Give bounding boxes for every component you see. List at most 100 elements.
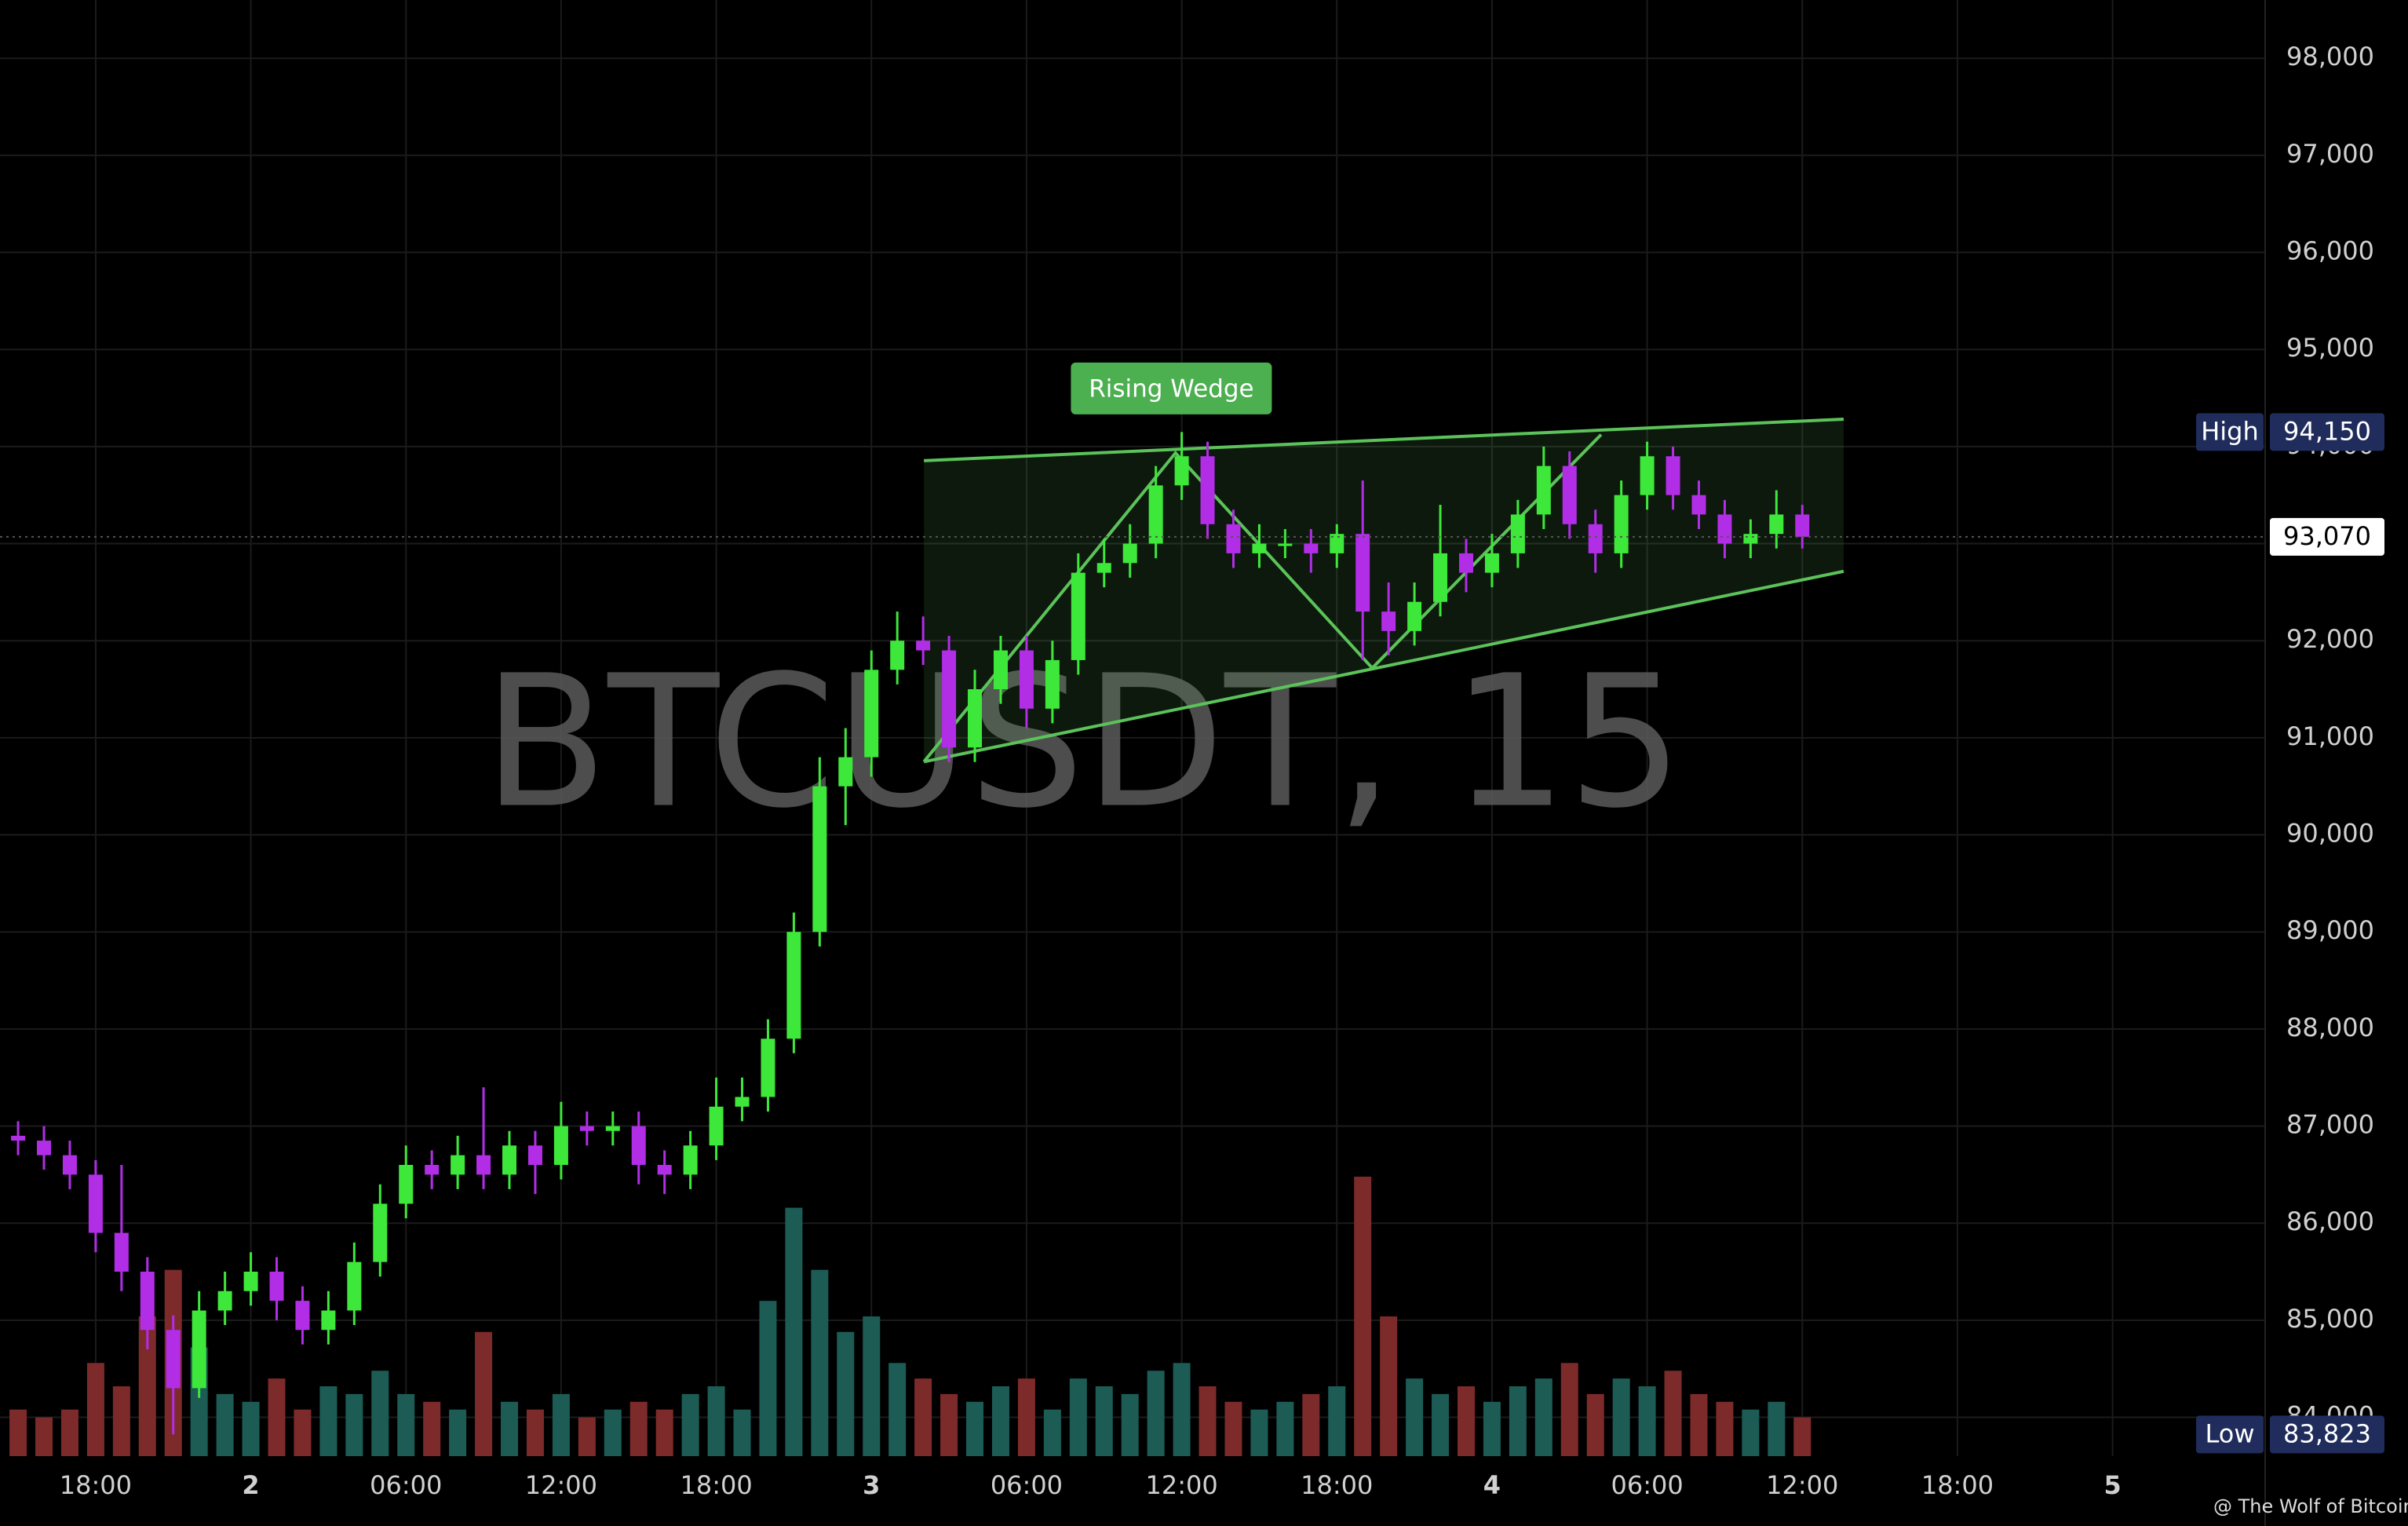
volume-bar (991, 1386, 1009, 1456)
volume-bar (86, 1363, 104, 1456)
marker-name-box (2196, 1415, 2264, 1454)
candle-body (295, 1301, 310, 1331)
candle-body (890, 641, 905, 670)
volume-bar (837, 1331, 855, 1456)
volume-bar (1380, 1316, 1398, 1456)
wedge-line (922, 433, 1603, 763)
candle-body (1691, 495, 1706, 515)
candle-body (1484, 553, 1499, 573)
y-tick-label: 96,000 (2286, 236, 2374, 266)
volume-bar (1354, 1177, 1372, 1456)
candle-body (553, 1126, 568, 1165)
x-tick-label: 12:00 (1145, 1470, 1217, 1500)
volume-bar (1638, 1386, 1656, 1456)
volume-bar (888, 1363, 907, 1456)
volume-bar (294, 1409, 312, 1456)
volume-bar (1173, 1363, 1191, 1456)
volume-bar (655, 1409, 673, 1456)
candle-body (243, 1272, 258, 1291)
volume-bar (578, 1417, 596, 1456)
volume-bar (1250, 1409, 1268, 1456)
x-tick-label: 06:00 (370, 1470, 442, 1500)
y-tick-label: 87,000 (2286, 1110, 2374, 1140)
volume-bar (1199, 1386, 1217, 1456)
candle-body (37, 1141, 52, 1155)
marker-value-box (2270, 413, 2384, 451)
volume-bar (1586, 1393, 1604, 1456)
candle-body (968, 689, 983, 748)
last-price-label: 93,070 (2283, 521, 2371, 551)
candle-body (812, 786, 827, 933)
candle-body (217, 1291, 232, 1311)
volume-bar (1017, 1378, 1035, 1456)
y-tick-label: 95,000 (2286, 333, 2374, 363)
candle-body (761, 1039, 775, 1097)
pattern-label-box (1071, 362, 1272, 414)
candle-body (347, 1261, 362, 1311)
candle-body (192, 1310, 206, 1389)
volume-bar (112, 1386, 130, 1456)
volume-bar (785, 1207, 803, 1456)
volume-bar (1560, 1363, 1578, 1456)
candle-body (1174, 456, 1189, 486)
candle-body (476, 1155, 491, 1175)
volume-bar (138, 1316, 156, 1456)
volume-bar (1069, 1378, 1087, 1456)
x-tick-label: 06:00 (1611, 1470, 1684, 1500)
volume-bar (345, 1393, 363, 1456)
volume-bar (1095, 1386, 1113, 1456)
credit: @ The Wolf of Bitcoin (2213, 1495, 2408, 1517)
y-tick-label: 88,000 (2286, 1013, 2374, 1042)
volume-bar (216, 1393, 234, 1456)
y-tick-label: 90,000 (2286, 819, 2374, 849)
candle-body (166, 1330, 181, 1389)
x-tick-label: 12:00 (525, 1470, 597, 1500)
volume-bar (526, 1409, 544, 1456)
volume-bar (811, 1269, 829, 1456)
candle-body (631, 1126, 646, 1165)
volume-bar (1793, 1417, 1811, 1456)
volume-bar (1483, 1401, 1501, 1456)
candle-body (1019, 650, 1034, 709)
candle-body (11, 1135, 26, 1141)
candle-body (709, 1106, 724, 1146)
volume-bar (60, 1409, 78, 1456)
candle-body (1148, 485, 1163, 544)
candle-body (1614, 495, 1629, 553)
candle-body (579, 1126, 594, 1131)
volume-bar (940, 1393, 958, 1456)
candle-body (786, 932, 801, 1039)
candle-body (1536, 465, 1551, 515)
candle-body (1666, 456, 1680, 495)
x-tick-label: 18:00 (1301, 1470, 1373, 1500)
candle-body (1795, 514, 1810, 537)
volume-bar (1302, 1393, 1320, 1456)
candle-body (425, 1165, 440, 1175)
volume-bar (475, 1331, 493, 1456)
candle-body (451, 1155, 465, 1175)
volume-bar (1716, 1401, 1734, 1456)
candle-body (605, 1126, 620, 1131)
volume-bar (1768, 1401, 1786, 1456)
candle-body (140, 1272, 155, 1331)
candle-body (527, 1145, 542, 1165)
volume-bar (501, 1401, 519, 1456)
volume-bar (397, 1393, 415, 1456)
volume-bar (9, 1409, 27, 1456)
candle-body (1226, 524, 1241, 553)
x-tick-label: 06:00 (991, 1470, 1063, 1500)
volume-bar (1043, 1409, 1061, 1456)
candle-body (502, 1145, 517, 1175)
x-tick-label: 12:00 (1766, 1470, 1838, 1500)
volume-bar (629, 1401, 648, 1456)
candle-body (1278, 543, 1293, 546)
candle-body (1433, 553, 1448, 602)
volume-bar (1224, 1401, 1242, 1456)
x-tick-label: 18:00 (680, 1470, 752, 1500)
candle-body (1330, 534, 1344, 553)
candle-body (1407, 601, 1422, 631)
pattern-label: Rising Wedge (1089, 374, 1253, 403)
